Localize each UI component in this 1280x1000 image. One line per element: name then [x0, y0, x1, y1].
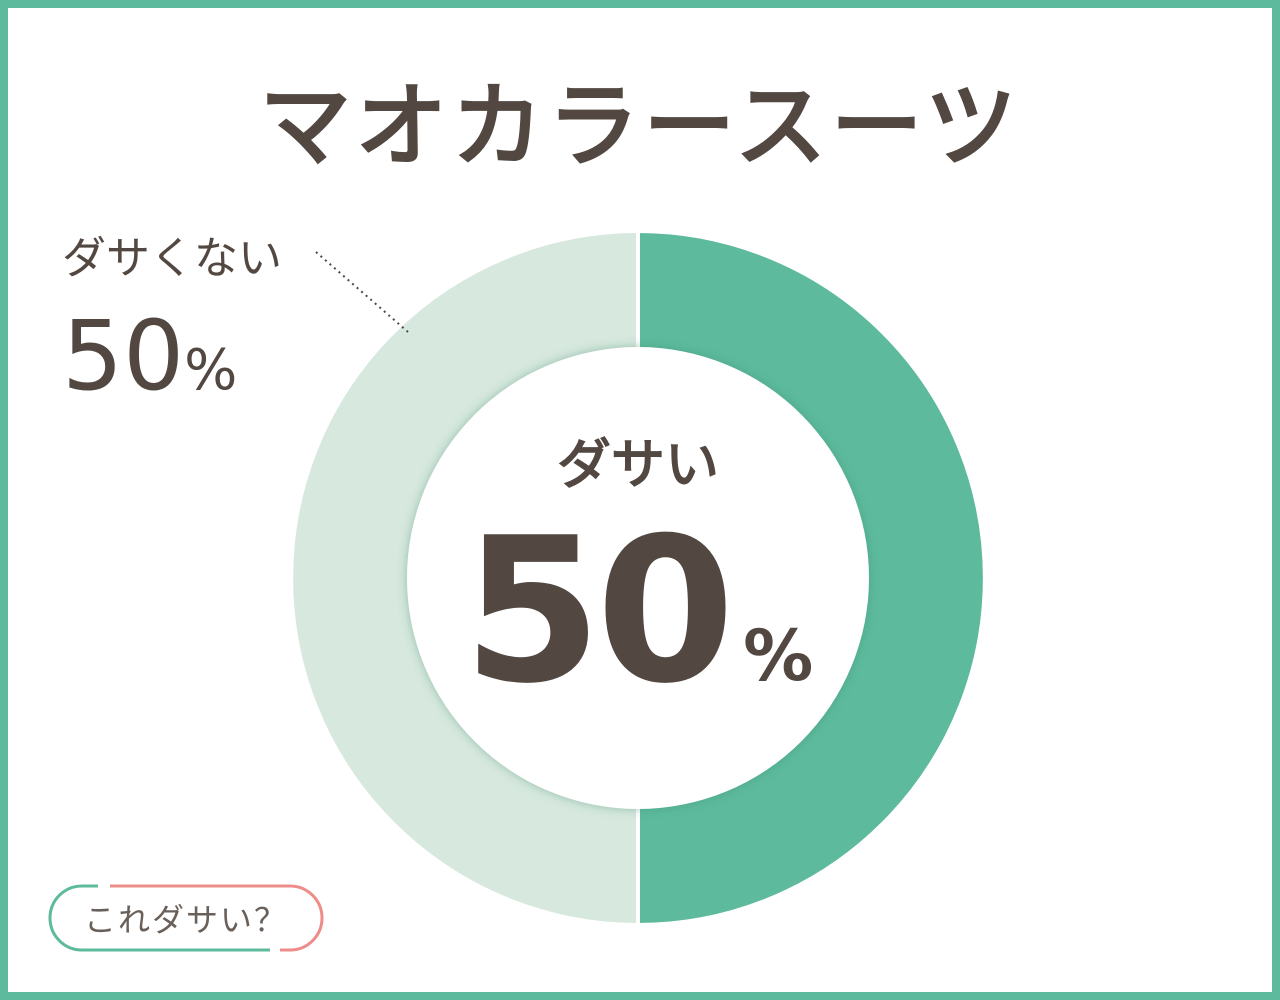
main-unit: %: [743, 615, 814, 697]
badge: これダサい？: [48, 884, 324, 952]
badge-outline: [48, 884, 324, 952]
other-percent: 50%: [62, 300, 237, 412]
donut-hole: [407, 347, 869, 809]
badge-label: これダサい？: [83, 901, 288, 939]
leader-line: [315, 251, 409, 333]
main-label: ダサい: [557, 433, 719, 496]
main-percent: 50%: [438, 512, 838, 712]
other-unit: %: [184, 338, 238, 403]
other-value: 50: [62, 300, 185, 412]
page-title: マオカラースーツ: [259, 73, 1021, 180]
main-value: 50: [462, 495, 735, 728]
other-label: ダサくない: [62, 233, 282, 284]
